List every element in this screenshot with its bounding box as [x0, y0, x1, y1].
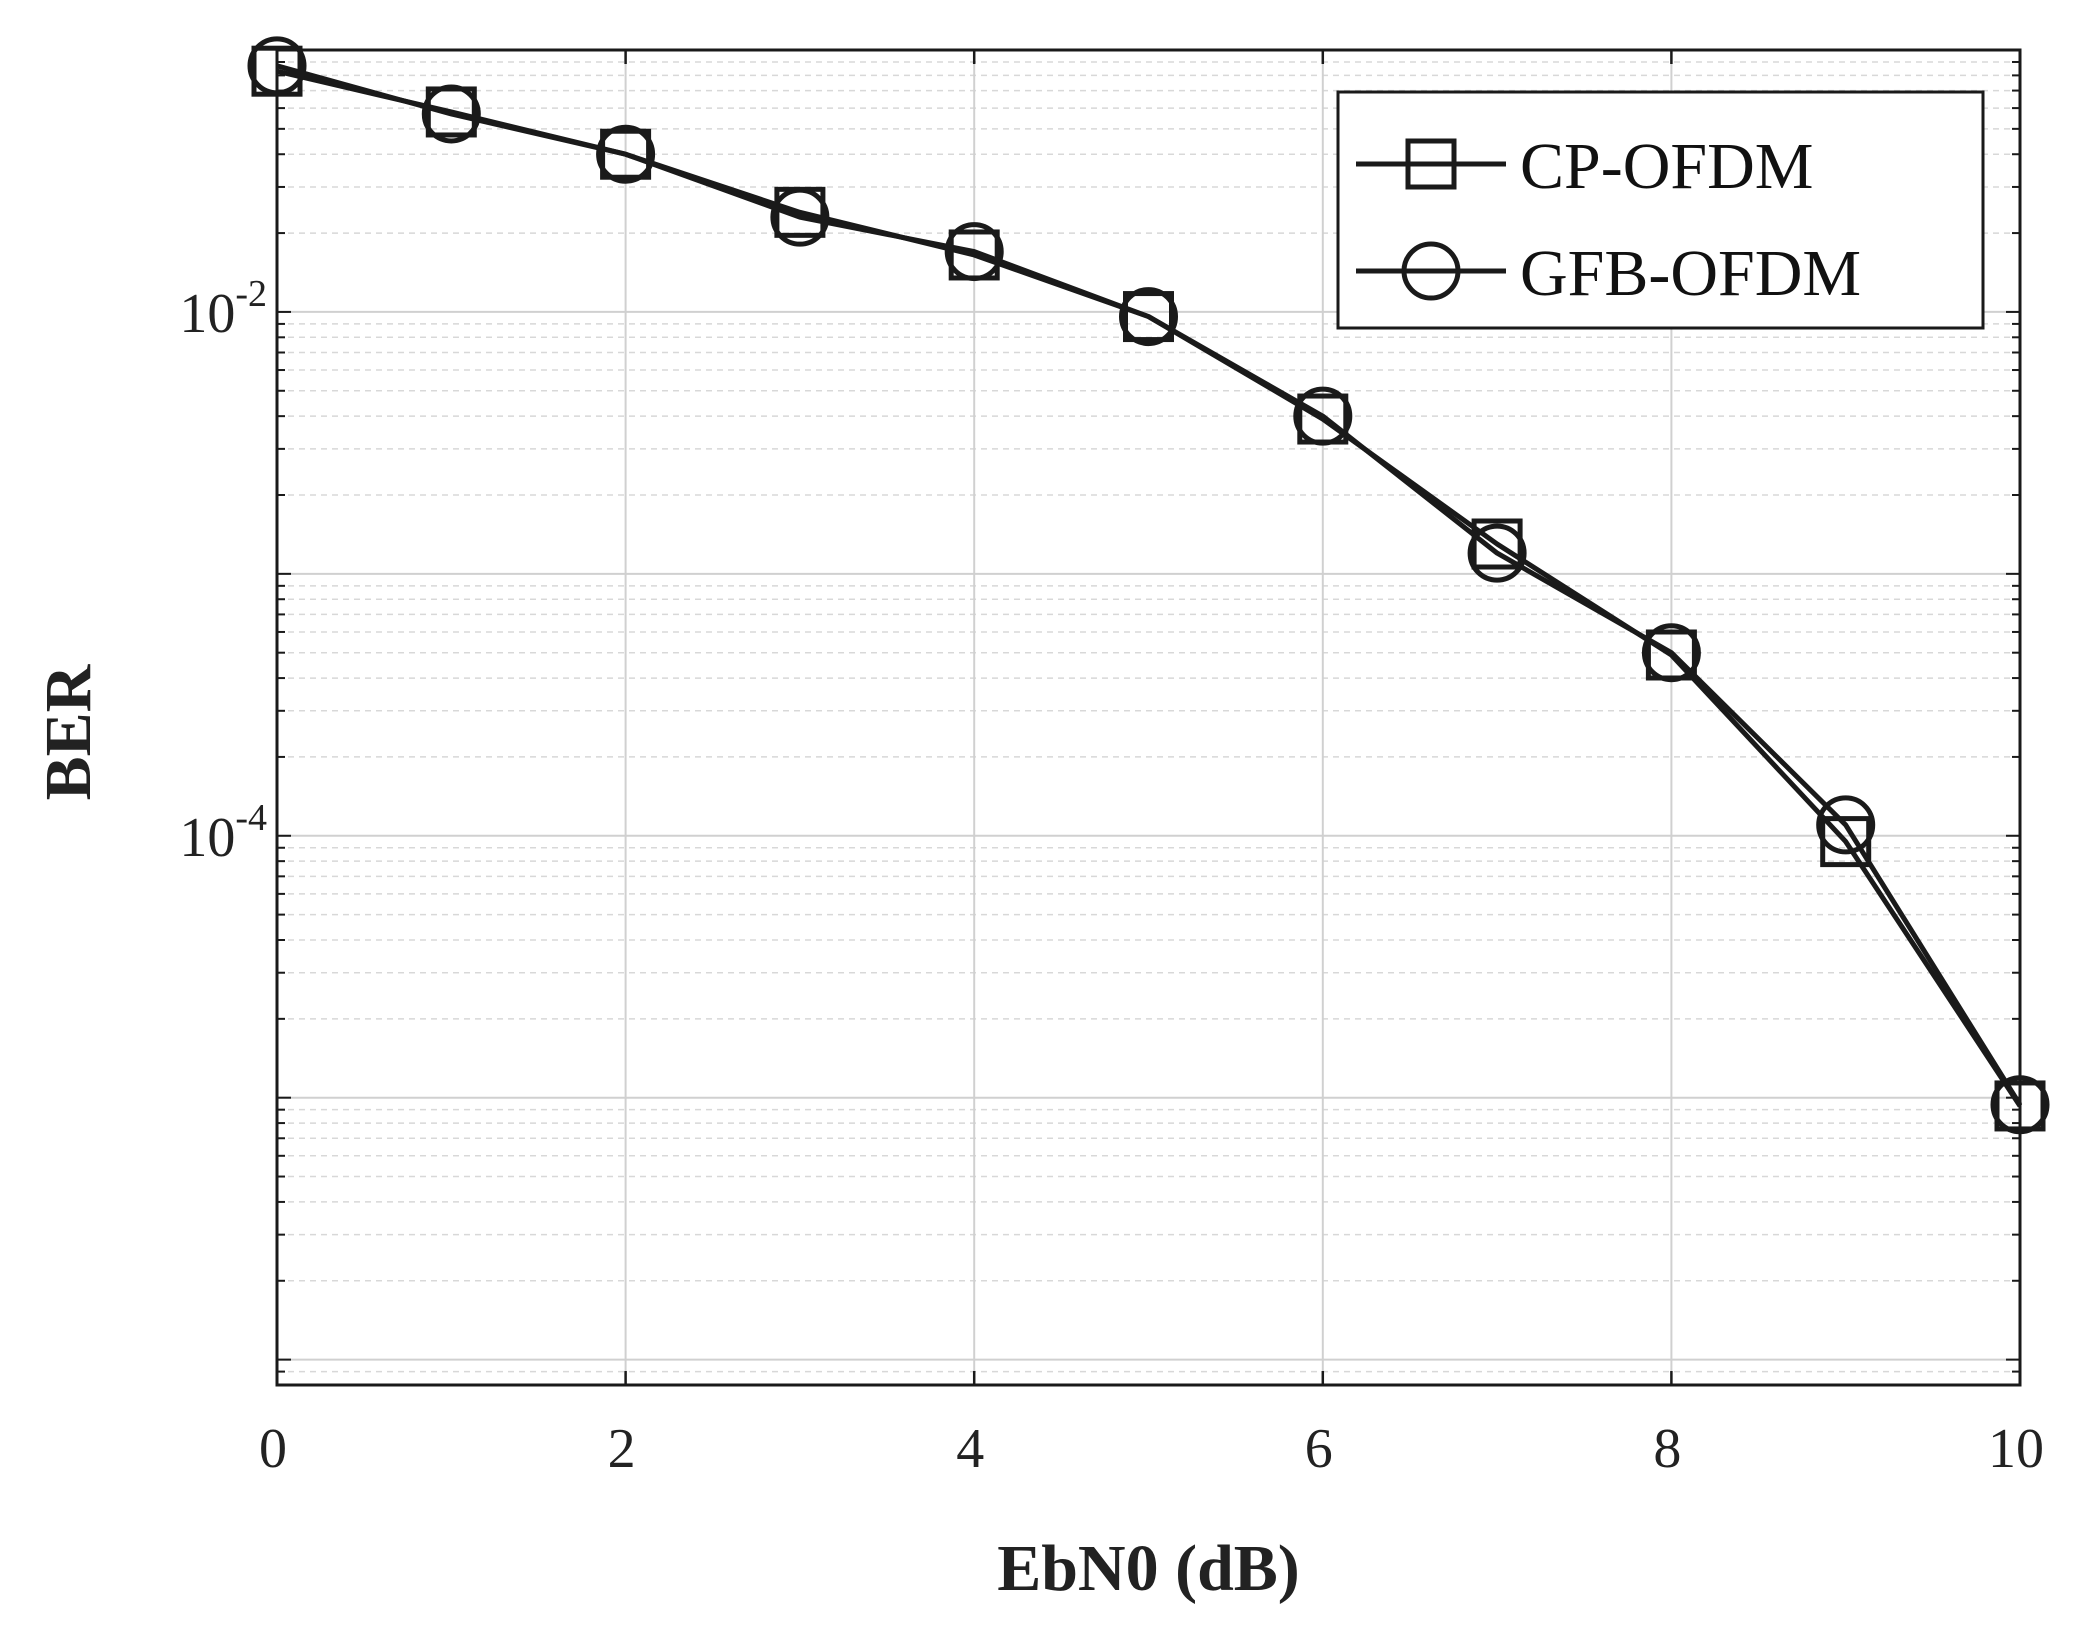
data-point-circle — [1816, 795, 1876, 855]
x-axis-title: EbN0 (dB) — [997, 1532, 1300, 1605]
y-tick-labels: 10-2 10-4 — [179, 273, 267, 869]
data-point-square — [1994, 1080, 2046, 1132]
x-tick-label: 0 — [259, 1418, 287, 1480]
data-point-circle — [247, 36, 307, 96]
legend-box — [1336, 90, 1985, 330]
x-tick-labels: 0 2 4 6 8 10 — [259, 1418, 2044, 1480]
data-point-square — [600, 128, 652, 180]
y-tick-label: 10-2 — [179, 273, 267, 345]
data-point-circle — [1990, 1075, 2050, 1135]
series-line — [276, 63, 2023, 1107]
legend-label: CP-OFDM — [1520, 130, 1813, 203]
data-point-circle — [1641, 623, 1701, 683]
series-gfb-ofdm — [247, 36, 2050, 1135]
data-point-circle — [421, 84, 481, 144]
x-tick-label: 6 — [1305, 1418, 1333, 1480]
data-point-circle — [1293, 386, 1353, 446]
data-point-circle — [770, 187, 830, 247]
series-layer — [247, 36, 2050, 1135]
data-point-square — [1123, 291, 1174, 343]
plot-frame — [275, 48, 2022, 1387]
data-point-circle — [1119, 287, 1178, 347]
legend-marker-square — [1405, 138, 1457, 190]
legend-entry: CP-OFDM — [1356, 130, 1813, 203]
y-tick-label: 10-4 — [179, 797, 267, 869]
legend-entry: GFB-OFDM — [1356, 237, 1861, 310]
data-point-circle — [944, 222, 1004, 282]
axis-ticks — [275, 49, 2022, 1386]
legend-label: GFB-OFDM — [1520, 237, 1861, 310]
x-tick-label: 8 — [1653, 1418, 1681, 1480]
x-tick-label: 2 — [608, 1418, 636, 1480]
data-point-circle — [1467, 523, 1527, 583]
legend: CP-OFDM GFB-OFDM — [1336, 90, 1985, 330]
legend-marker-circle — [1401, 241, 1461, 301]
y-axis-title: BER — [32, 663, 105, 800]
x-tick-label: 4 — [956, 1418, 984, 1480]
data-point-circle — [596, 124, 656, 184]
x-tick-label: 10 — [1988, 1418, 2044, 1480]
